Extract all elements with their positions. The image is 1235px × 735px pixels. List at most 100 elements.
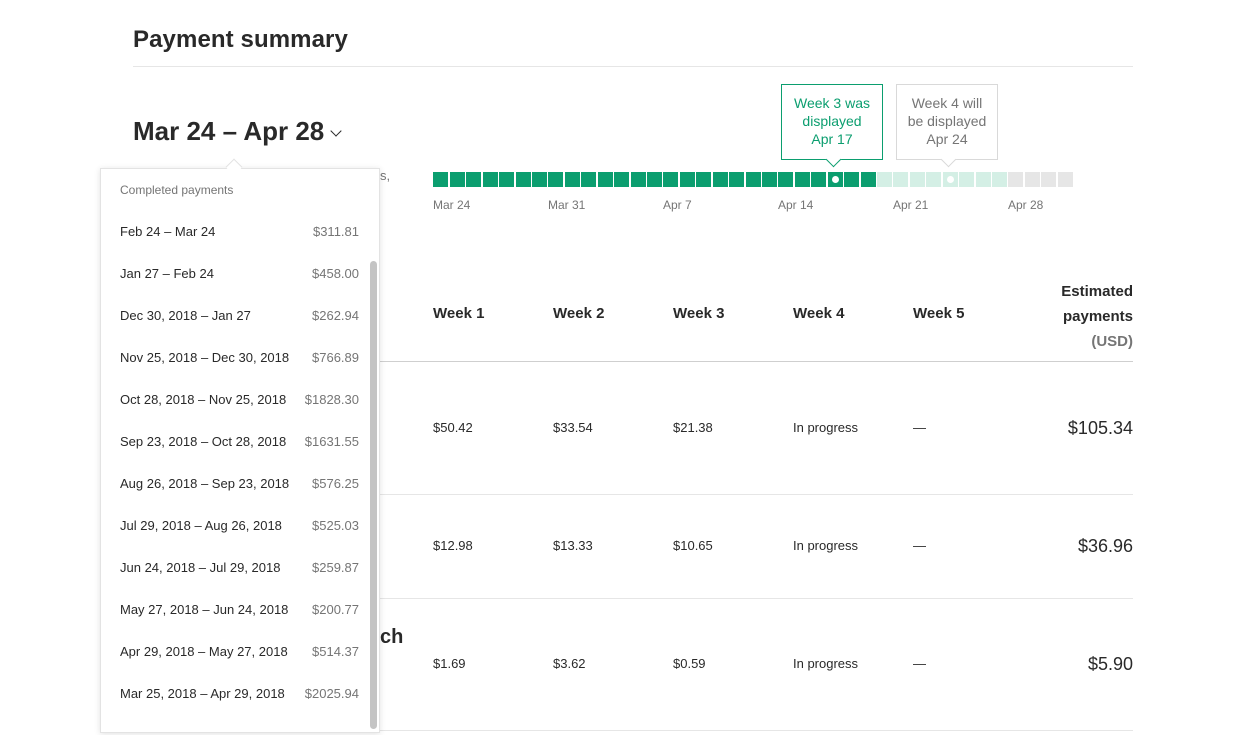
cell-row1-week4: In progress: [793, 420, 859, 435]
dropdown-item[interactable]: May 27, 2018 – Jun 24, 2018 $200.77: [101, 588, 369, 630]
row3-total: $5.90: [1087, 654, 1133, 674]
next-week-callout: Week 4 will be displayed Apr 24: [896, 84, 998, 160]
dropdown-item[interactable]: Dec 30, 2018 – Jan 27 $262.94: [101, 294, 369, 336]
timeline-day: [877, 172, 892, 187]
dropdown-item-label: Sep 23, 2018 – Oct 28, 2018: [120, 433, 287, 449]
dropdown-item-amount: $1631.55: [304, 433, 359, 449]
timeline-day: [614, 172, 629, 187]
callout-line: be displayed: [907, 113, 987, 129]
cell-row3-week5: —: [913, 656, 926, 671]
dropdown-item-amount: $2025.94: [304, 685, 359, 701]
dropdown-item[interactable]: Feb 24 – Mar 24 $311.81: [101, 210, 369, 252]
timeline-day: [729, 172, 744, 187]
dropdown-item-label: Jan 27 – Feb 24: [120, 265, 214, 281]
timeline-day: [647, 172, 662, 187]
timeline-date-label: Apr 21: [893, 198, 929, 212]
dropdown-scrollbar[interactable]: [370, 261, 377, 729]
dropdown-item[interactable]: Jan 27 – Feb 24 $458.00: [101, 252, 369, 294]
date-range-selector[interactable]: Mar 24 – Apr 28: [133, 116, 342, 147]
dropdown-item-label: Apr 29, 2018 – May 27, 2018: [120, 643, 288, 659]
dropdown-item-label: Dec 30, 2018 – Jan 27: [120, 307, 251, 323]
dropdown-item[interactable]: Mar 25, 2018 – Apr 29, 2018 $2025.94: [101, 672, 369, 714]
cell-row3-week2: $3.62: [553, 656, 586, 671]
timeline-day: [827, 172, 843, 187]
timeline-day: [466, 172, 481, 187]
dropdown-item[interactable]: Jul 29, 2018 – Aug 26, 2018 $525.03: [101, 504, 369, 546]
timeline-day: [975, 172, 991, 187]
cell-row1-week2: $33.54: [553, 420, 593, 435]
display-marker-dot: [831, 176, 839, 183]
dropdown-item[interactable]: Oct 28, 2018 – Nov 25, 2018 $1828.30: [101, 378, 369, 420]
timeline-day: [433, 172, 448, 187]
dropdown-item-amount: $766.89: [312, 349, 359, 365]
dropdown-item-label: Oct 28, 2018 – Nov 25, 2018: [120, 391, 287, 407]
header-week-1: Week 1: [433, 305, 485, 322]
timeline-day: [1024, 172, 1040, 187]
timeline-day: [1057, 172, 1073, 187]
timeline-day: [581, 172, 596, 187]
timeline-date-label: Apr 7: [663, 198, 692, 212]
timeline-date-label: Mar 31: [548, 198, 586, 212]
timeline-day: [778, 172, 793, 187]
header-line: Estimated: [1061, 283, 1133, 300]
table-header-divider: [380, 361, 1133, 362]
timeline-day: [762, 172, 777, 187]
title-divider: [133, 66, 1133, 67]
timeline-day: [663, 172, 678, 187]
dropdown-item-amount: $200.77: [312, 601, 359, 617]
dropdown-item-amount: $259.87: [312, 559, 359, 575]
dropdown-heading: Completed payments: [120, 183, 234, 197]
timeline-day: [942, 172, 958, 187]
cell-row2-week5: —: [913, 538, 926, 553]
cell-row2-week4: In progress: [793, 538, 859, 553]
dropdown-item-label: Nov 25, 2018 – Dec 30, 2018: [120, 349, 290, 365]
timeline-day: [564, 172, 580, 187]
dropdown-item[interactable]: Sep 23, 2018 – Oct 28, 2018 $1631.55: [101, 420, 369, 462]
timeline-date-label: Mar 24: [433, 198, 471, 212]
callout-line: Apr 17: [811, 131, 853, 147]
dropdown-item-label: Jul 29, 2018 – Aug 26, 2018: [120, 517, 282, 533]
dropdown-item-amount: $458.00: [312, 265, 359, 281]
timeline-day: [630, 172, 646, 187]
cell-row2-week3: $10.65: [673, 538, 713, 553]
dropdown-item-label: Jun 24, 2018 – Jul 29, 2018: [120, 559, 281, 575]
row-divider: [380, 598, 1133, 599]
dropdown-item-label: Mar 25, 2018 – Apr 29, 2018: [120, 685, 285, 701]
header-currency: (USD): [1091, 333, 1133, 350]
timeline-day: [959, 172, 974, 187]
cell-row2-week1: $12.98: [433, 538, 473, 553]
timeline-day: [893, 172, 908, 187]
completed-payments-dropdown[interactable]: Completed payments Feb 24 – Mar 24 $311.8…: [100, 168, 380, 733]
dropdown-item-label: May 27, 2018 – Jun 24, 2018: [120, 601, 289, 617]
row1-total: $105.34: [1067, 418, 1133, 438]
timeline-day: [992, 172, 1007, 187]
header-week-4: Week 4: [793, 305, 845, 322]
dropdown-item-amount: $262.94: [312, 307, 359, 323]
header-line: payments: [1062, 308, 1133, 325]
payment-timeline: [433, 172, 1073, 187]
display-marker-dot: [946, 176, 954, 183]
callout-line: Apr 24: [926, 131, 968, 147]
header-week-3: Week 3: [673, 305, 725, 322]
dropdown-item[interactable]: Jun 24, 2018 – Jul 29, 2018 $259.87: [101, 546, 369, 588]
cell-row3-week4: In progress: [793, 656, 859, 671]
timeline-day: [515, 172, 531, 187]
timeline-day: [745, 172, 761, 187]
obscured-row-title: ch: [380, 626, 404, 648]
chevron-down-icon: [330, 125, 342, 137]
timeline-day: [482, 172, 498, 187]
timeline-day: [548, 172, 563, 187]
timeline-day: [597, 172, 613, 187]
callout-line: Week 3 was: [794, 95, 870, 111]
dropdown-item[interactable]: Apr 29, 2018 – May 27, 2018 $514.37: [101, 630, 369, 672]
timeline-day: [679, 172, 695, 187]
timeline-date-label: Apr 28: [1008, 198, 1044, 212]
dropdown-item[interactable]: Aug 26, 2018 – Sep 23, 2018 $576.25: [101, 462, 369, 504]
dropdown-item-label: Aug 26, 2018 – Sep 23, 2018: [120, 475, 290, 491]
dropdown-item[interactable]: Nov 25, 2018 – Dec 30, 2018 $766.89: [101, 336, 369, 378]
current-week-callout: Week 3 was displayed Apr 17: [781, 84, 883, 160]
timeline-day: [696, 172, 711, 187]
row-divider: [380, 494, 1133, 495]
dropdown-item-label: Feb 24 – Mar 24: [120, 223, 216, 239]
timeline-day: [909, 172, 925, 187]
